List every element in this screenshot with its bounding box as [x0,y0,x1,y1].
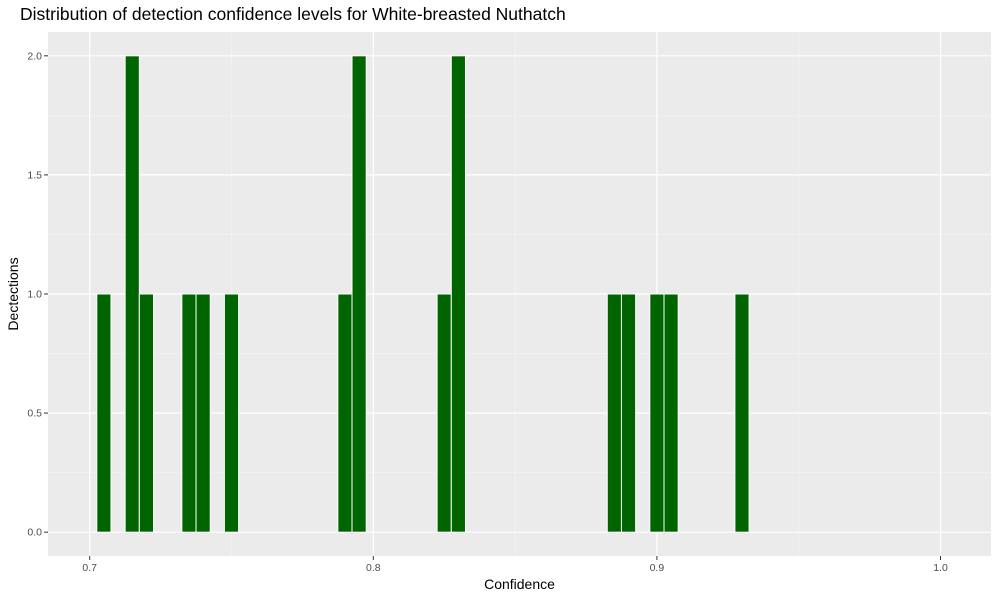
y-axis-ticks: 0.0 0.5 1.0 1.5 2.0 [27,50,48,539]
histogram-bar [124,55,140,533]
y-axis-title: Dectections [5,257,21,330]
x-tick-label: 0.8 [366,562,381,574]
histogram-bar [181,293,197,533]
histogram-bar [436,293,452,533]
histogram-bar [195,293,211,533]
histogram-bar [223,293,240,533]
histogram-bar [96,293,112,533]
histogram-bar [337,293,353,533]
y-tick-label: 1.0 [27,289,42,301]
x-tick-label: 0.9 [650,562,665,574]
y-tick-label: 0.0 [27,527,42,539]
histogram-bar [663,293,679,533]
x-tick-label: 0.7 [82,562,97,574]
major-gridlines [48,32,991,556]
x-axis-title: Confidence [484,576,555,592]
chart-title: Distribution of detection confidence lev… [20,4,566,24]
y-tick-label: 0.5 [27,408,42,420]
histogram-bar [606,293,622,533]
histogram-bar [734,293,750,533]
histogram-bar [138,293,155,533]
y-tick-label: 2.0 [27,50,42,62]
histogram-bar [351,55,367,533]
x-axis-ticks: 0.7 0.8 0.9 1.0 [82,556,948,574]
bars [96,55,750,533]
histogram-bar [450,55,466,533]
histogram-bar [649,293,665,533]
x-tick-label: 1.0 [933,562,948,574]
histogram-bar [620,293,637,533]
y-tick-label: 1.5 [27,169,42,181]
